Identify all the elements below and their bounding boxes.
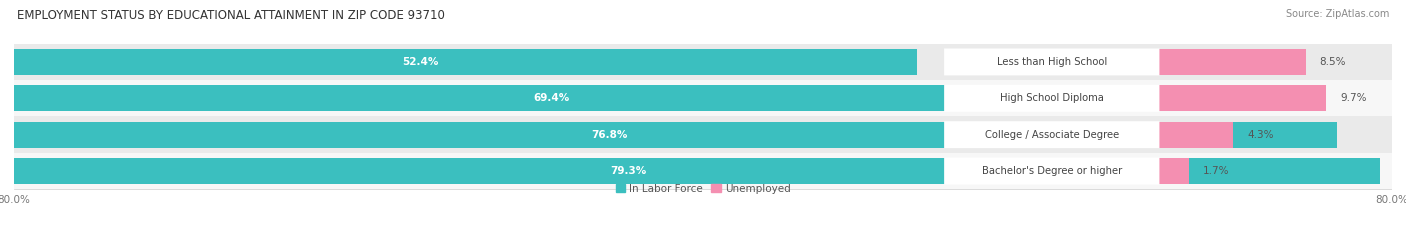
Text: Bachelor's Degree or higher: Bachelor's Degree or higher [981, 166, 1122, 176]
Text: 76.8%: 76.8% [591, 130, 627, 140]
FancyBboxPatch shape [945, 121, 1160, 148]
Bar [14, 116, 1392, 153]
Text: 52.4%: 52.4% [402, 57, 439, 67]
Bar [14, 49, 917, 75]
Legend: In Labor Force, Unemployed: In Labor Force, Unemployed [612, 179, 794, 198]
Text: College / Associate Degree: College / Associate Degree [984, 130, 1119, 140]
Bar [14, 44, 1392, 80]
Bar [14, 80, 1392, 116]
Bar [14, 158, 1379, 184]
FancyBboxPatch shape [945, 158, 1160, 185]
Bar [1160, 85, 1326, 111]
Bar [14, 122, 1337, 148]
Bar [1160, 158, 1188, 184]
Text: EMPLOYMENT STATUS BY EDUCATIONAL ATTAINMENT IN ZIP CODE 93710: EMPLOYMENT STATUS BY EDUCATIONAL ATTAINM… [17, 9, 444, 22]
Text: Less than High School: Less than High School [997, 57, 1107, 67]
Text: 79.3%: 79.3% [610, 166, 647, 176]
Bar [14, 85, 1209, 111]
Bar [14, 153, 1392, 189]
FancyBboxPatch shape [945, 48, 1160, 75]
Text: 4.3%: 4.3% [1247, 130, 1274, 140]
Text: 8.5%: 8.5% [1320, 57, 1346, 67]
Text: 1.7%: 1.7% [1202, 166, 1229, 176]
Bar [1160, 49, 1306, 75]
Text: 69.4%: 69.4% [534, 93, 569, 103]
Text: Source: ZipAtlas.com: Source: ZipAtlas.com [1285, 9, 1389, 19]
Bar [1160, 122, 1233, 148]
Text: High School Diploma: High School Diploma [1000, 93, 1104, 103]
FancyBboxPatch shape [945, 85, 1160, 112]
Text: 9.7%: 9.7% [1340, 93, 1367, 103]
